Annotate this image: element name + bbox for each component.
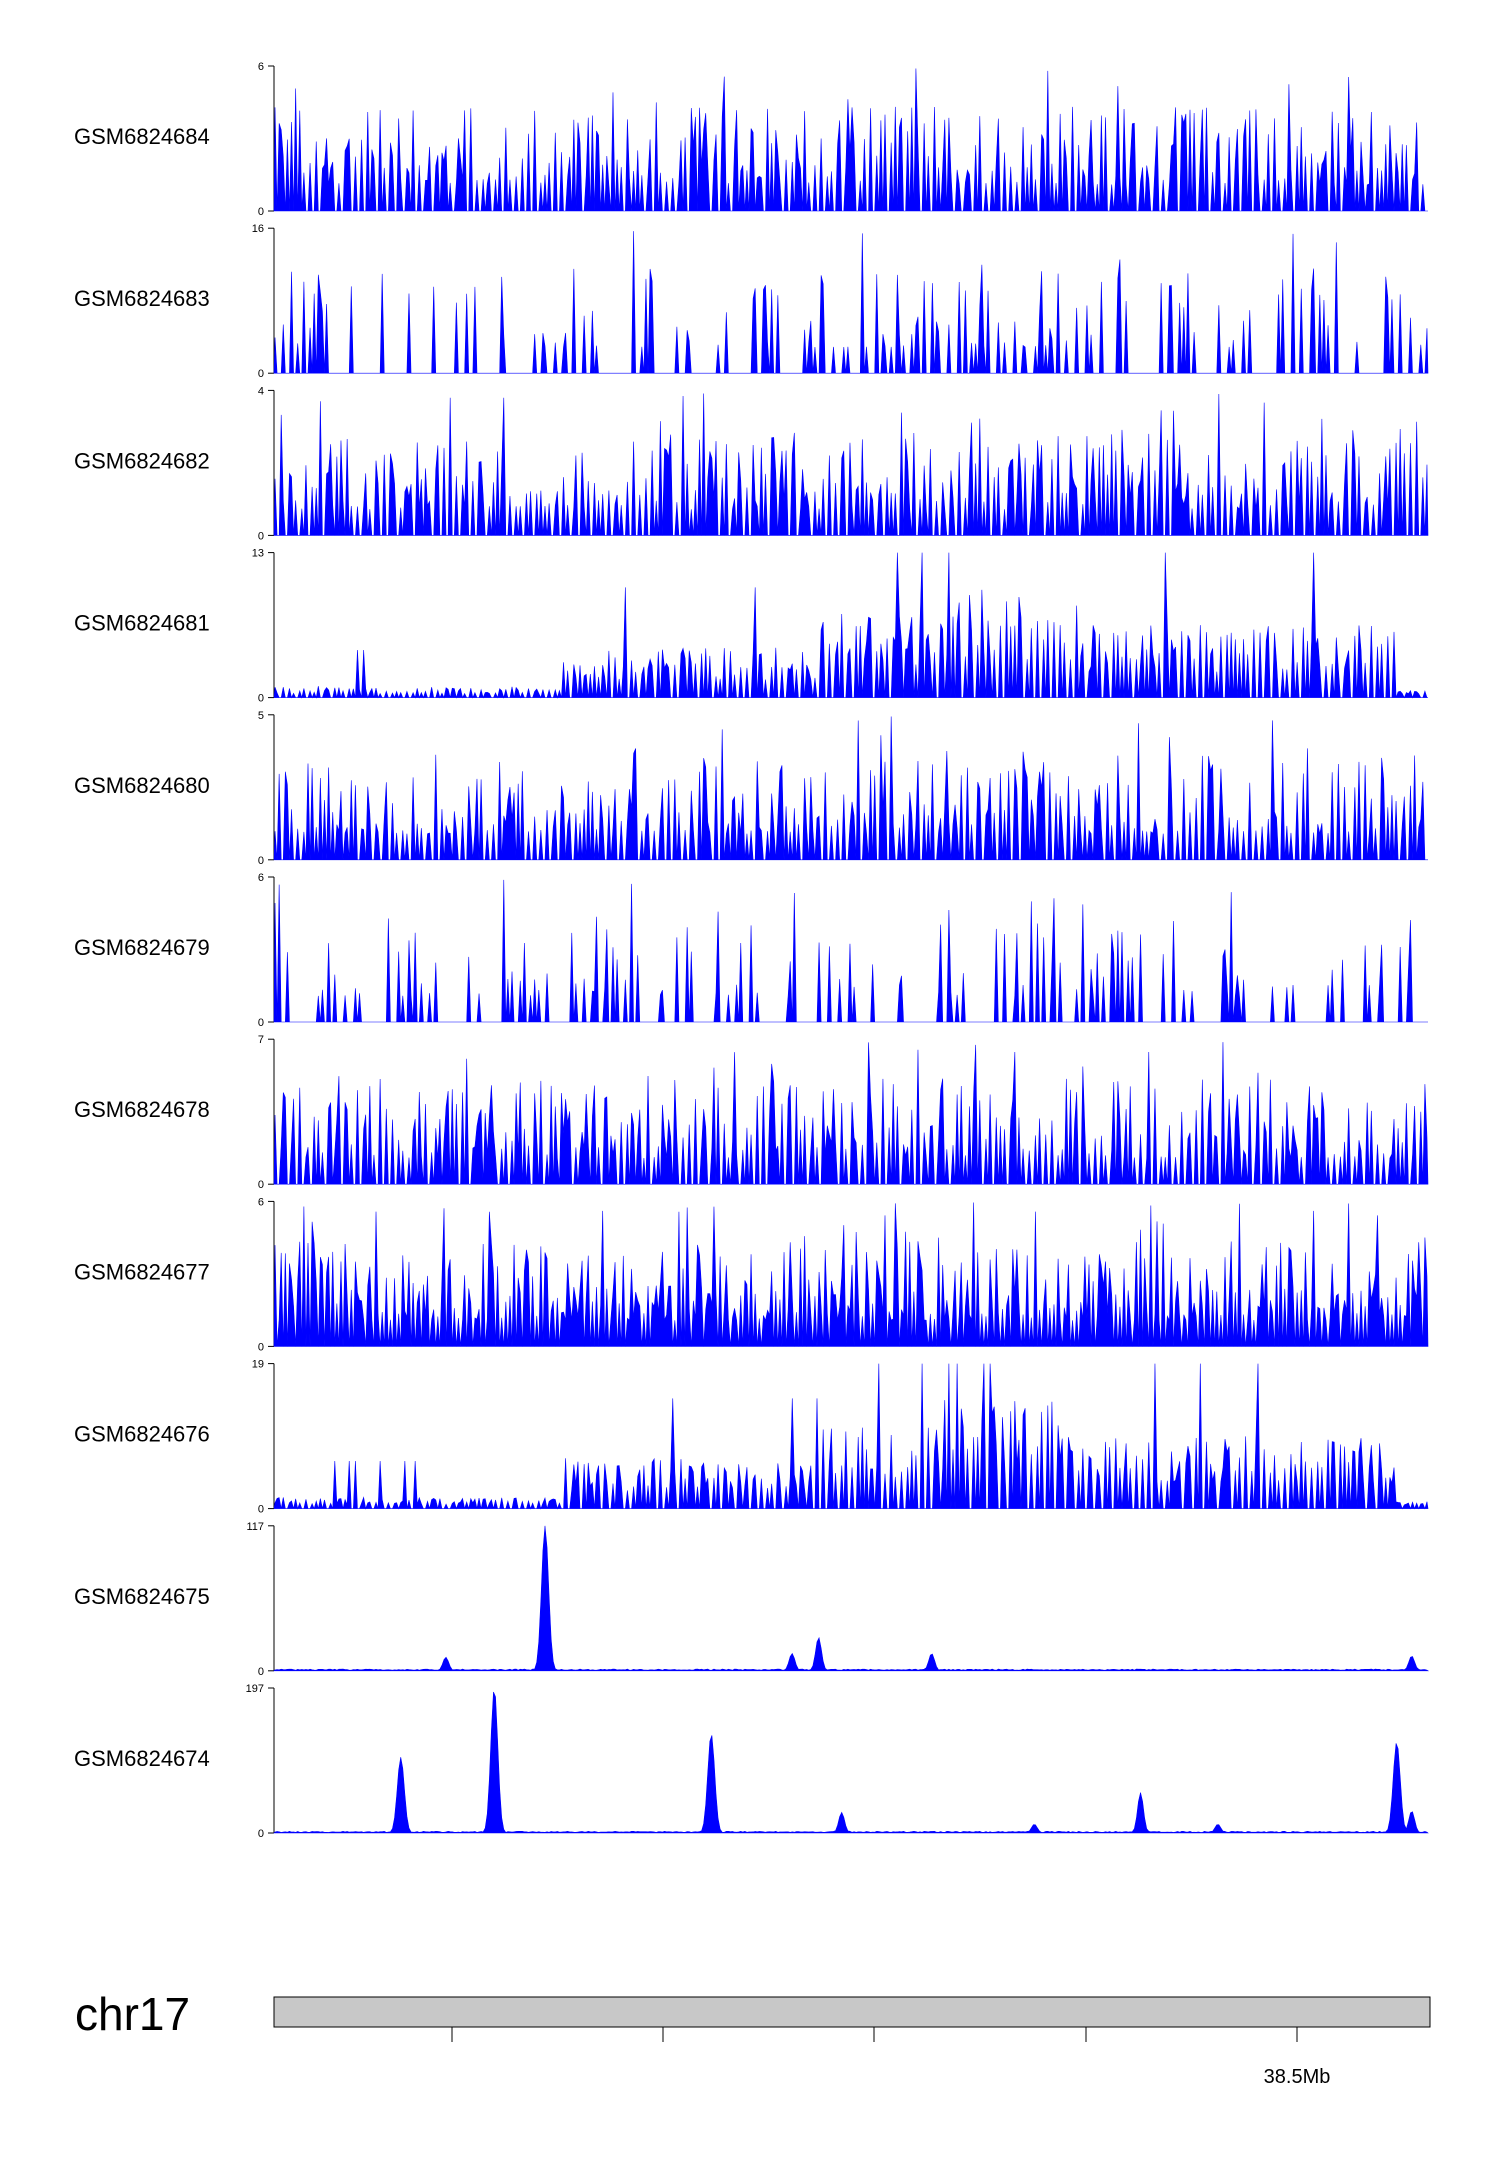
chromosome-bar (273, 1996, 1431, 2028)
track-label: GSM6824683 (74, 286, 210, 311)
track-label: GSM6824682 (74, 448, 210, 473)
track-GSM6824680: GSM6824680 5 0 (74, 710, 1428, 867)
y-min-label: 0 (258, 1341, 264, 1353)
track-label: GSM6824674 (74, 1746, 210, 1771)
y-min-label: 0 (258, 1828, 264, 1840)
signal-area (273, 1363, 1429, 1510)
track-GSM6824678: GSM6824678 7 0 (74, 1034, 1429, 1191)
y-max-label: 4 (258, 385, 264, 397)
y-max-label: 16 (252, 223, 264, 235)
track-GSM6824677: GSM6824677 6 0 (74, 1196, 1429, 1353)
genome-axis-label: 38.5Mb (1264, 2066, 1331, 2088)
track-label: GSM6824678 (74, 1097, 210, 1122)
y-min-label: 0 (258, 693, 264, 705)
y-max-label: 6 (258, 61, 264, 73)
track-label: GSM6824679 (74, 935, 210, 960)
signal-area (273, 1525, 1430, 1672)
y-min-label: 0 (258, 1179, 264, 1191)
y-max-label: 117 (246, 1521, 264, 1533)
signal-area (273, 879, 1428, 1023)
signal-tracks: GSM682468460GSM6824683160GSM682468240GSM… (74, 61, 1430, 1840)
track-GSM6824681: GSM6824681 13 0 (74, 548, 1428, 705)
y-min-label: 0 (258, 530, 264, 542)
track-label: GSM6824677 (74, 1259, 210, 1284)
y-min-label: 0 (258, 368, 264, 380)
signal-area (273, 1691, 1429, 1834)
y-max-label: 13 (252, 548, 264, 560)
y-min-label: 0 (258, 1017, 264, 1029)
signal-area (273, 552, 1428, 699)
y-max-label: 5 (258, 710, 264, 722)
track-label: GSM6824676 (74, 1422, 210, 1447)
track-label: GSM6824684 (74, 124, 210, 149)
track-GSM6824674: GSM6824674 197 0 (74, 1683, 1429, 1840)
track-label: GSM6824680 (74, 773, 210, 798)
y-max-label: 197 (246, 1683, 264, 1695)
track-label: GSM6824681 (74, 611, 210, 636)
genome-axis: 38.5Mb (274, 2026, 1428, 2088)
y-min-label: 0 (258, 1504, 264, 1516)
y-max-label: 7 (258, 1034, 264, 1046)
y-min-label: 0 (258, 1666, 264, 1678)
y-max-label: 19 (252, 1359, 264, 1371)
y-max-label: 6 (258, 1196, 264, 1208)
chromosome-label: chr17 (75, 1988, 190, 2040)
signal-area (273, 1042, 1429, 1185)
track-GSM6824682: GSM6824682 4 0 (74, 385, 1429, 542)
chromosome-ideogram: chr17 38.5Mb (75, 1988, 1431, 2088)
track-GSM6824683: GSM6824683 16 0 (74, 223, 1429, 380)
track-GSM6824676: GSM6824676 19 0 (74, 1359, 1429, 1516)
signal-area (273, 393, 1429, 536)
track-GSM6824675: GSM6824675 117 0 (74, 1521, 1430, 1678)
track-GSM6824684: GSM6824684 6 0 (74, 61, 1428, 218)
signal-area (273, 231, 1429, 374)
signal-area (273, 1202, 1429, 1347)
signal-area (273, 716, 1428, 861)
y-min-label: 0 (258, 206, 264, 218)
y-min-label: 0 (258, 855, 264, 867)
y-max-label: 6 (258, 872, 264, 884)
signal-area (273, 68, 1428, 212)
track-GSM6824679: GSM6824679 6 0 (74, 872, 1428, 1029)
track-label: GSM6824675 (74, 1584, 210, 1609)
